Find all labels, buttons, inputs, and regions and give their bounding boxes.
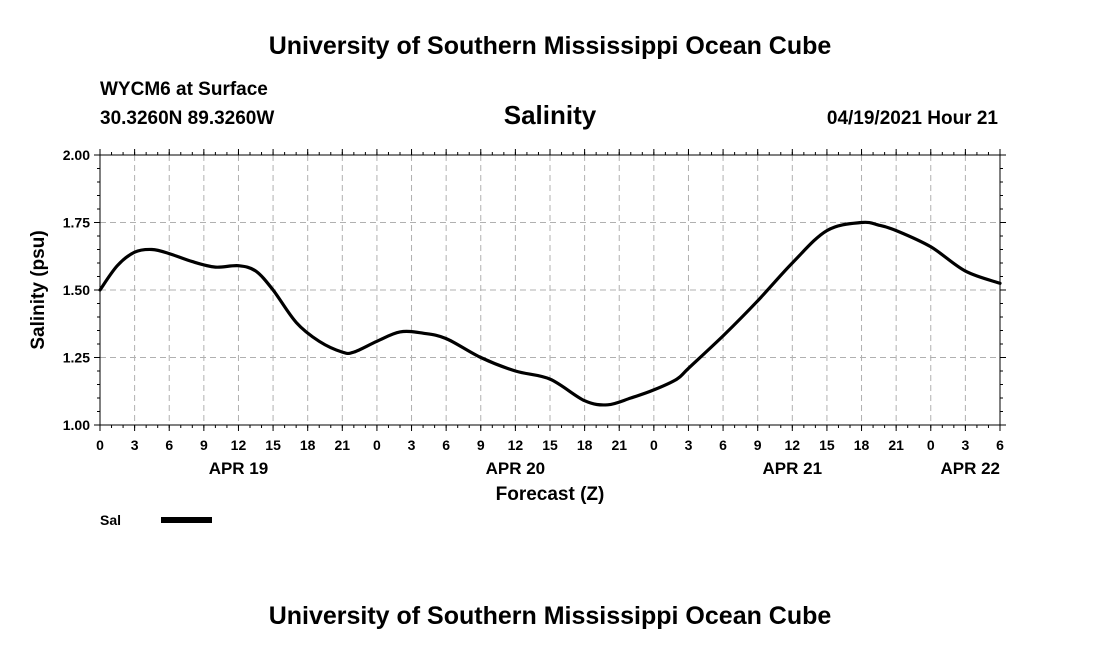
x-tick-label: 12: [508, 437, 524, 453]
x-tick-label: 3: [685, 437, 693, 453]
x-tick-label: 21: [335, 437, 351, 453]
x-tick-label: 0: [927, 437, 935, 453]
date-label: APR 20: [486, 459, 546, 478]
y-tick-labels: 1.00 1.25 1.50 1.75 2.00: [63, 147, 90, 433]
y-axis-label: Salinity (psu): [28, 230, 49, 349]
chart-title: Salinity: [504, 100, 597, 130]
legend: Sal: [100, 512, 212, 528]
x-tick-label: 12: [231, 437, 247, 453]
x-tick-label: 15: [542, 437, 558, 453]
x-tick-label: 21: [611, 437, 627, 453]
x-tick-label: 6: [996, 437, 1004, 453]
x-tick-label: 0: [650, 437, 658, 453]
x-tick-label: 3: [961, 437, 969, 453]
x-tick-labels: 0 3 6 9 12 15 18 21 0 3 6 9 12 15 18 21 0 3 6 9 12 15 18 21 0 3 6: [96, 437, 1004, 453]
x-tick-label: 12: [785, 437, 801, 453]
x-tick-label: 9: [200, 437, 208, 453]
x-tick-label: 3: [408, 437, 416, 453]
x-tick-label: 6: [442, 437, 450, 453]
x-tick-label: 3: [131, 437, 139, 453]
x-tick-label: 0: [373, 437, 381, 453]
date-label: APR 22: [940, 459, 1000, 478]
date-label: APR 19: [209, 459, 269, 478]
y-tick-label: 1.25: [63, 350, 90, 366]
salinity-series-line: [98, 220, 1002, 407]
x-tick-label: 9: [754, 437, 762, 453]
station-label: WYCM6 at Surface: [100, 79, 268, 100]
x-tick-label: 9: [477, 437, 485, 453]
x-tick-label: 6: [165, 437, 173, 453]
x-tick-label: 15: [819, 437, 835, 453]
y-tick-label: 2.00: [63, 147, 90, 163]
y-tick-label: 1.00: [63, 417, 90, 433]
x-tick-label: 18: [577, 437, 593, 453]
title-bottom: University of Southern Mississippi Ocean…: [269, 602, 832, 630]
coordinates-label: 30.3260N 89.3260W: [100, 108, 274, 129]
x-tick-label: 6: [719, 437, 727, 453]
x-tick-label: 18: [854, 437, 870, 453]
y-tick-label: 1.50: [63, 282, 90, 298]
date-labels: APR 19 APR 20 APR 21 APR 22: [209, 459, 1000, 478]
x-tick-label: 0: [96, 437, 104, 453]
y-tick-label: 1.75: [63, 215, 90, 231]
date-label: APR 21: [763, 459, 823, 478]
datetime-label: 04/19/2021 Hour 21: [827, 108, 999, 129]
x-tick-label: 18: [300, 437, 316, 453]
x-tick-label: 15: [265, 437, 281, 453]
title-top: University of Southern Mississippi Ocean…: [269, 32, 832, 60]
x-axis-label: Forecast (Z): [496, 484, 605, 505]
legend-label: Sal: [100, 512, 121, 528]
grid: [100, 155, 1000, 425]
x-tick-label: 21: [888, 437, 904, 453]
